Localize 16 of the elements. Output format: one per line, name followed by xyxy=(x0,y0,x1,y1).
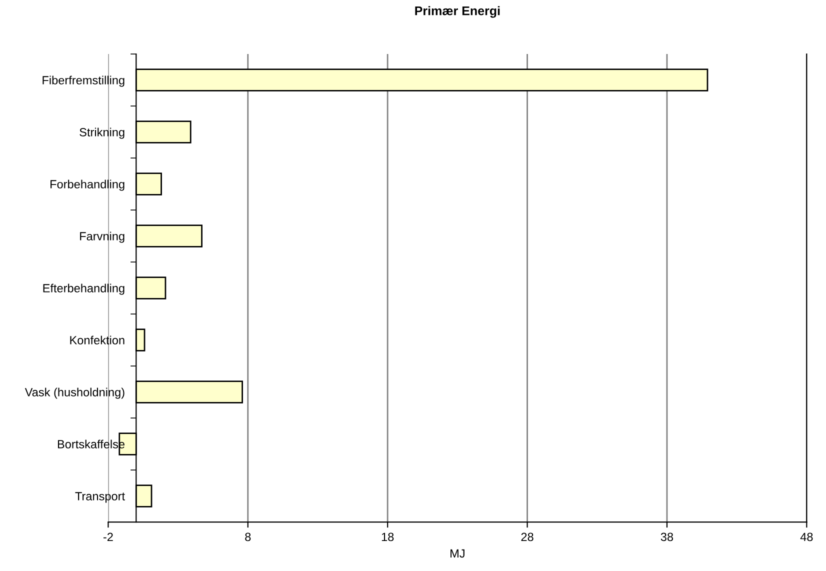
y-tick-label: Efterbehandling xyxy=(43,284,124,295)
y-tick-label: Strikning xyxy=(80,128,124,139)
x-tick-label: -2 xyxy=(103,532,113,541)
chart-title: Primær Energi xyxy=(415,6,500,18)
y-tick-label: Farvning xyxy=(80,232,124,243)
x-tick-label: 38 xyxy=(660,532,674,542)
y-tick-label: Fiberfremstilling xyxy=(42,76,124,87)
x-tick-label: 28 xyxy=(521,532,534,542)
y-tick-label: Konfektion xyxy=(70,336,124,344)
x-tick-label: 48 xyxy=(800,532,813,542)
y-tick-label: Vask (husholdning) xyxy=(24,388,124,399)
y-tick-label: Forbehandling xyxy=(50,180,124,191)
x-tick-label: 8 xyxy=(245,532,251,542)
x-tick-label: 18 xyxy=(382,532,394,542)
x-axis-title: MJ xyxy=(450,549,464,558)
y-tick-label: Transport xyxy=(75,492,125,503)
